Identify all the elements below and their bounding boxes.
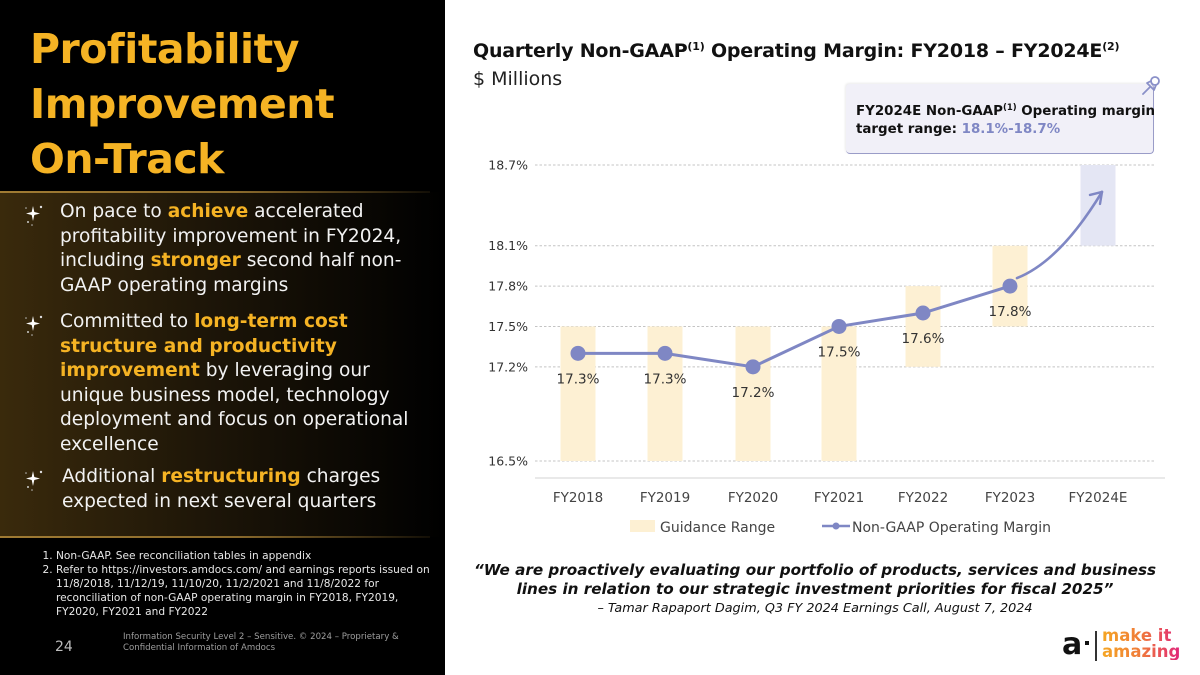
bullet-text: On pace to achieve accelerated profitabi… <box>60 200 430 298</box>
bullet-text-part: by leveraging our unique business model,… <box>60 360 409 455</box>
bullet-text-part: accelerated profitability improvement in… <box>60 201 402 271</box>
callout-footnote-ref: (1) <box>1002 103 1017 113</box>
data-point <box>657 345 673 361</box>
bullet-highlight: achieve <box>167 201 249 222</box>
callout-range-label: target range: <box>856 122 962 137</box>
logo-dot <box>1085 641 1089 645</box>
x-tick-label: FY2023 <box>985 490 1035 506</box>
bullet-text-part: Committed to <box>60 311 195 332</box>
slide-title-line: Profitability <box>30 25 299 73</box>
data-label: 17.5% <box>818 344 861 360</box>
pushpin-icon <box>1142 76 1160 95</box>
footnotes: Non-GAAP. See reconciliation tables in a… <box>40 549 432 619</box>
x-tick-label: FY2020 <box>728 490 778 506</box>
legend: Guidance Range Non-GAAP Operating Margin <box>630 520 1051 536</box>
bullet-text: Additional restructuring charges expecte… <box>62 465 432 514</box>
bullet-highlight: long-term cost structure and productivit… <box>60 311 348 381</box>
data-label: 17.3% <box>557 371 600 387</box>
legend-swatch-guidance <box>630 520 655 532</box>
bullet-text: Committed to long-term cost structure an… <box>60 310 430 457</box>
target-range-callout: FY2024E Non-GAAP(1) Operating margin tar… <box>846 84 1156 154</box>
data-label: 17.2% <box>732 385 775 401</box>
chart-title-main: Quarterly Non-GAAP <box>473 40 688 62</box>
x-tick-label: FY2021 <box>814 490 864 506</box>
x-axis: FY2018 FY2019 FY2020 FY2021 FY2022 FY2023 FY20… <box>553 490 1128 506</box>
quote-text: “We are proactively evaluating our portf… <box>473 561 1157 598</box>
x-tick-label: FY2019 <box>640 490 690 506</box>
callout-line1: FY2024E Non-GAAP <box>856 104 1003 119</box>
chart-subtitle: $ Millions <box>473 68 563 90</box>
legend-label-margin: Non-GAAP Operating Margin <box>852 520 1051 536</box>
bullet-text-part: Additional <box>62 466 162 487</box>
data-point <box>745 359 761 375</box>
data-point <box>915 305 931 321</box>
bullet-band <box>0 192 445 537</box>
guidance-bars <box>560 165 1116 461</box>
gridlines <box>535 164 1165 479</box>
bullet-highlight: stronger <box>150 250 241 271</box>
y-axis: 16.5% 17.2% 17.5% 17.8% 18.1% 18.7% <box>488 158 528 469</box>
amdocs-logo: a make it amazing <box>1062 627 1192 667</box>
confidentiality-notice: Information Security Level 2 – Sensitive… <box>123 632 399 653</box>
x-tick-label: FY2018 <box>553 490 603 506</box>
data-point <box>831 318 847 334</box>
y-tick-label: 17.8% <box>488 279 528 294</box>
trend-arrowhead <box>1088 190 1104 206</box>
legend-swatch-marker <box>832 522 840 530</box>
footnote-ref-2: (2) <box>1102 40 1120 53</box>
sparkle-icon <box>25 205 43 226</box>
target-range-bar <box>1080 165 1116 246</box>
footnote-2: Refer to https://investors.amdocs.com/ a… <box>56 563 432 619</box>
callout-line1-rest: Operating margin <box>1016 104 1156 119</box>
footnote-ref-1: (1) <box>687 40 705 53</box>
chart-title-rest: Operating Margin: FY2018 – FY2024E <box>704 40 1103 62</box>
data-point <box>570 345 586 361</box>
margin-line-path <box>578 284 1011 369</box>
divider-bottom <box>0 536 430 538</box>
chart-title: Quarterly Non-GAAP(1) Operating Margin: … <box>473 40 1120 62</box>
data-labels: 17.3% 17.3% 17.2% 17.5% 17.6% 17.8% <box>557 304 1032 401</box>
legend-label-guidance: Guidance Range <box>660 520 775 536</box>
x-tick-label: FY2022 <box>898 490 948 506</box>
slide-title-line: Improvement <box>30 80 335 128</box>
bullet-text-part: charges expected in next several quarter… <box>62 466 381 512</box>
sparkle-icon <box>25 315 43 336</box>
logo-divider <box>1095 631 1097 661</box>
bullet-text-part: On pace to <box>60 201 168 222</box>
trend-arrow <box>1015 190 1104 280</box>
logo-tagline: make it amazing <box>1102 628 1180 660</box>
y-tick-label: 16.5% <box>488 454 528 469</box>
callout-range-value: 18.1%-18.7% <box>961 122 1061 137</box>
footnote-1: Non-GAAP. See reconciliation tables in a… <box>56 549 432 563</box>
logo-tagline-2: amazing <box>1102 642 1181 661</box>
guidance-bar <box>821 326 857 461</box>
data-label: 17.3% <box>644 371 687 387</box>
bullet-highlight: restructuring <box>161 466 301 487</box>
y-tick-label: 18.1% <box>488 238 528 253</box>
sparkle-icon <box>25 470 43 491</box>
data-label: 17.8% <box>989 304 1032 320</box>
callout-text: FY2024E Non-GAAP(1) Operating margin tar… <box>856 99 1156 139</box>
data-point <box>1002 278 1018 294</box>
y-tick-label: 17.2% <box>488 359 528 374</box>
divider-top <box>0 191 430 193</box>
page-number: 24 <box>55 639 73 655</box>
slide-title: Profitability Improvement On-Track <box>30 22 430 187</box>
guidance-bar <box>905 286 941 367</box>
y-tick-label: 18.7% <box>488 158 528 173</box>
quote-attribution: – Tamar Rapaport Dagim, Q3 FY 2024 Earni… <box>597 601 1033 616</box>
y-tick-label: 17.5% <box>488 319 528 334</box>
data-label: 17.6% <box>902 331 945 347</box>
slide-title-line: On-Track <box>30 135 224 183</box>
logo-mark: a <box>1062 627 1083 662</box>
guidance-bar <box>735 326 771 461</box>
margin-line <box>570 190 1104 375</box>
x-tick-label: FY2024E <box>1069 490 1128 506</box>
bullet-text-part: second half non-GAAP operating margins <box>60 250 402 296</box>
